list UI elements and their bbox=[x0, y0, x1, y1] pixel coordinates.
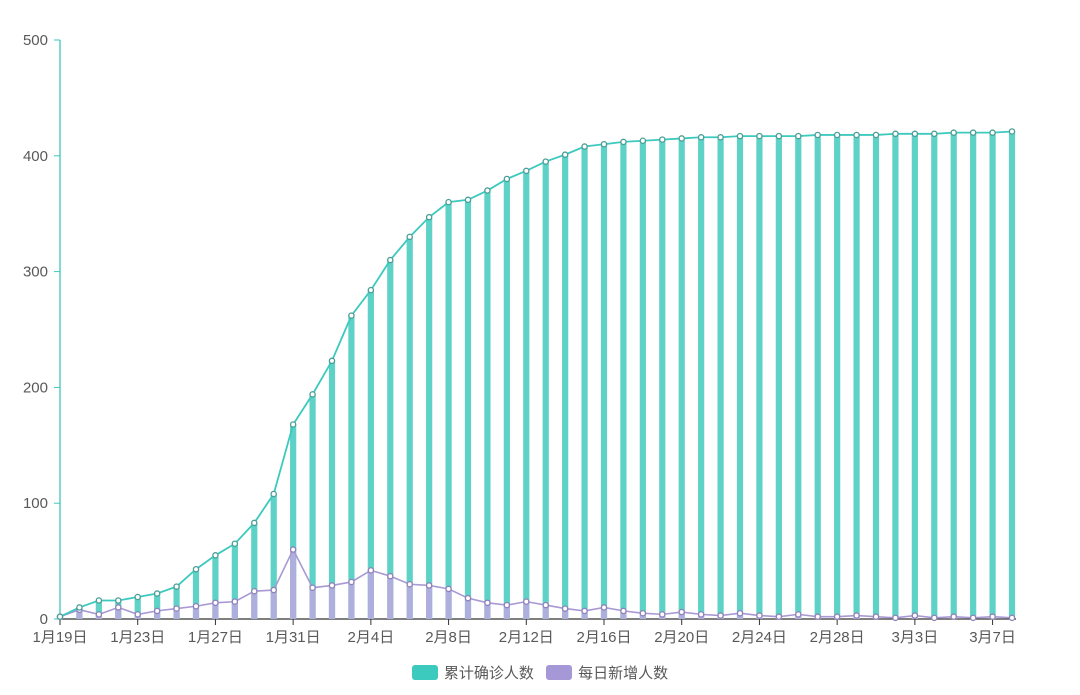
svg-text:3月7日: 3月7日 bbox=[969, 629, 1016, 646]
svg-text:2月28日: 2月28日 bbox=[810, 629, 865, 646]
svg-text:1月27日: 1月27日 bbox=[188, 629, 243, 646]
svg-text:1月31日: 1月31日 bbox=[266, 629, 321, 646]
svg-text:400: 400 bbox=[23, 148, 48, 165]
svg-text:2月20日: 2月20日 bbox=[654, 629, 709, 646]
svg-text:2月8日: 2月8日 bbox=[425, 629, 472, 646]
svg-text:2月16日: 2月16日 bbox=[576, 629, 631, 646]
svg-text:0: 0 bbox=[40, 611, 48, 628]
svg-text:200: 200 bbox=[23, 379, 48, 396]
svg-text:500: 500 bbox=[23, 32, 48, 49]
svg-text:1月23日: 1月23日 bbox=[110, 629, 165, 646]
svg-text:2月24日: 2月24日 bbox=[732, 629, 787, 646]
svg-text:100: 100 bbox=[23, 495, 48, 512]
svg-text:1月19日: 1月19日 bbox=[32, 629, 87, 646]
svg-text:2月4日: 2月4日 bbox=[348, 629, 395, 646]
svg-text:3月3日: 3月3日 bbox=[892, 629, 939, 646]
svg-text:2月12日: 2月12日 bbox=[499, 629, 554, 646]
svg-text:300: 300 bbox=[23, 264, 48, 281]
